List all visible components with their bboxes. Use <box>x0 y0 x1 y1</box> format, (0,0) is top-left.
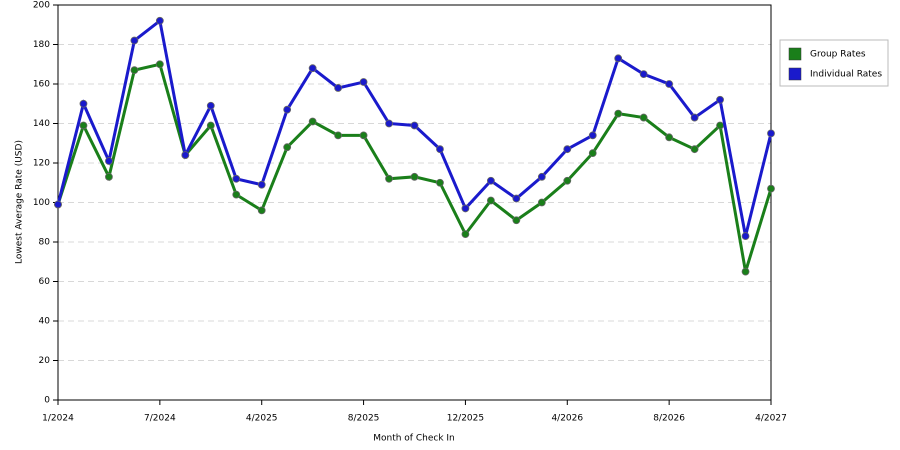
data-point <box>308 117 317 126</box>
y-tick-label: 60 <box>39 277 51 287</box>
x-tick-label: 8/2026 <box>653 414 685 424</box>
y-tick-label: 140 <box>33 119 50 129</box>
legend-label: Group Rates <box>810 50 866 60</box>
legend-swatch <box>788 67 802 81</box>
y-tick-label: 160 <box>33 80 50 90</box>
legend-swatch <box>788 47 802 61</box>
x-tick-label: 4/2025 <box>246 414 278 424</box>
y-tick-label: 200 <box>33 1 50 11</box>
data-point <box>130 36 139 45</box>
data-point <box>665 80 674 88</box>
data-point <box>436 178 444 187</box>
y-tick-label: 0 <box>44 396 50 406</box>
data-point <box>563 176 572 185</box>
x-axis-title: Month of Check In <box>373 434 455 444</box>
x-tick-label: 12/2025 <box>447 414 484 424</box>
data-point <box>334 131 343 140</box>
data-point <box>563 145 572 154</box>
y-tick-label: 40 <box>39 317 51 327</box>
data-point <box>79 121 88 130</box>
data-point <box>206 101 215 110</box>
data-point <box>155 16 164 25</box>
data-point <box>257 180 266 189</box>
data-point <box>614 109 623 118</box>
y-tick-label: 80 <box>39 238 51 248</box>
data-point <box>105 157 113 165</box>
data-point <box>461 230 470 239</box>
data-point <box>359 131 368 140</box>
data-point <box>716 121 724 130</box>
x-tick-label: 8/2025 <box>348 414 380 424</box>
data-point <box>767 184 775 193</box>
x-tick-label: 7/2024 <box>144 414 176 424</box>
data-point <box>639 70 648 79</box>
data-point <box>232 174 241 183</box>
data-point <box>690 145 699 154</box>
data-point <box>512 194 521 203</box>
data-point <box>690 113 699 122</box>
data-point <box>512 216 521 225</box>
data-point <box>206 121 215 130</box>
data-point <box>385 119 393 128</box>
data-point <box>410 172 419 181</box>
data-point <box>486 196 495 205</box>
plot-frame <box>57 4 772 401</box>
data-point <box>181 151 190 160</box>
data-point <box>486 176 495 185</box>
data-point <box>716 95 724 104</box>
data-point <box>767 129 775 138</box>
data-point <box>257 206 266 215</box>
data-point <box>79 99 88 108</box>
data-point <box>741 232 750 240</box>
data-point <box>588 131 597 140</box>
y-tick-label: 120 <box>33 159 50 169</box>
data-point <box>436 145 444 154</box>
data-point <box>385 174 393 183</box>
x-tick-label: 4/2027 <box>755 414 787 424</box>
y-tick-label: 180 <box>33 40 50 50</box>
data-point <box>130 66 139 75</box>
y-axis-title: Lowest Average Rate (USD) <box>15 140 25 264</box>
data-point <box>105 172 113 181</box>
x-tick-label: 4/2026 <box>551 414 583 424</box>
data-point <box>334 84 343 92</box>
data-point <box>283 143 292 152</box>
data-point <box>308 64 317 73</box>
data-point <box>588 149 597 158</box>
y-tick-label: 20 <box>39 356 51 366</box>
x-tick-label: 1/2024 <box>42 414 74 424</box>
data-point <box>665 133 674 142</box>
data-point <box>461 204 470 213</box>
y-tick-label: 100 <box>33 198 50 208</box>
legend-label: Individual Rates <box>810 70 882 80</box>
data-point <box>283 105 292 114</box>
data-point <box>639 113 648 122</box>
data-point <box>410 121 419 130</box>
data-point <box>741 267 750 276</box>
data-point <box>232 190 241 199</box>
data-point <box>614 54 623 63</box>
series-line <box>56 62 773 273</box>
data-point <box>537 198 546 207</box>
data-point <box>537 172 546 181</box>
data-point <box>359 78 368 86</box>
data-point <box>54 200 62 209</box>
data-point <box>155 60 164 69</box>
